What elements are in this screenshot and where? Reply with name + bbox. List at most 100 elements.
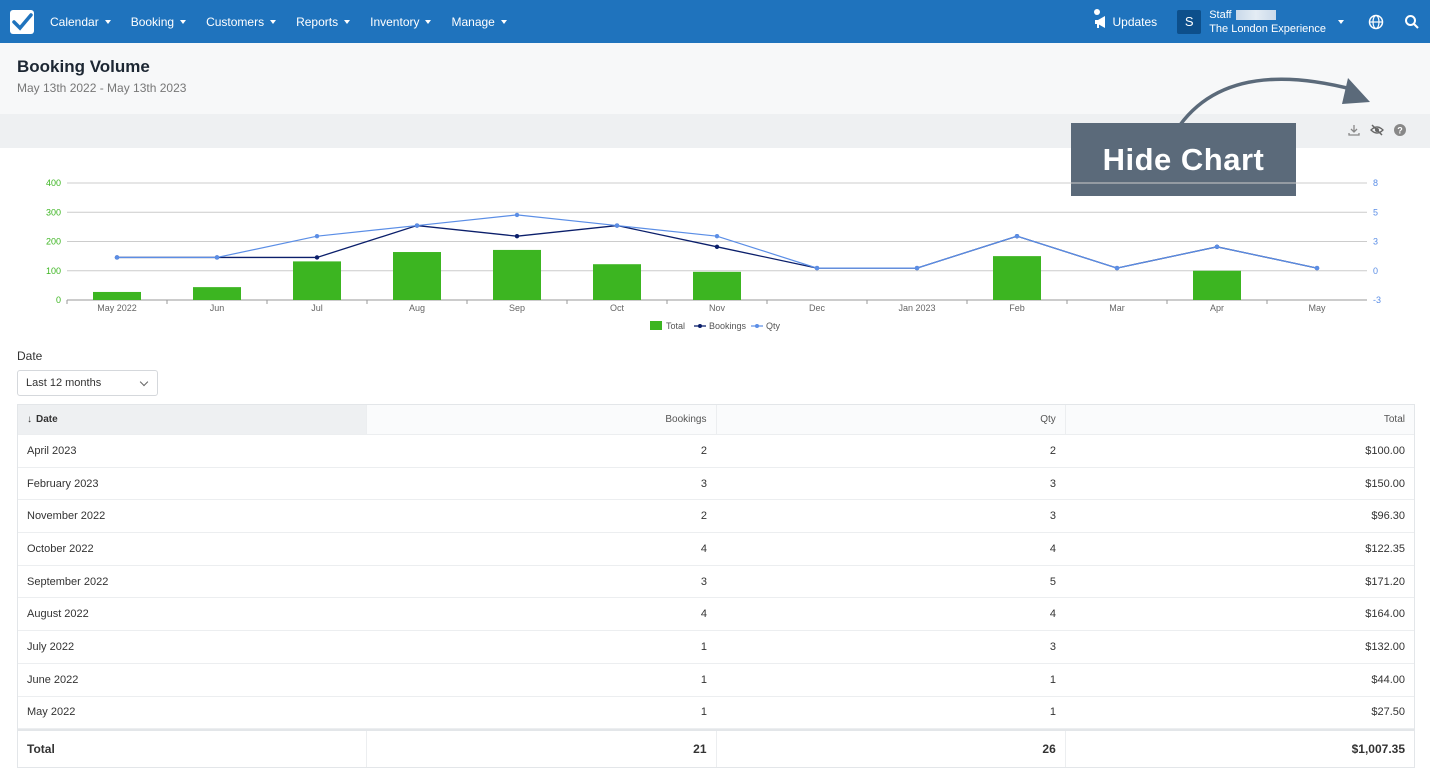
nav-label: Calendar [50, 14, 99, 29]
x-axis-tick: Aug [409, 303, 425, 313]
cell-bookings: 2 [700, 444, 707, 457]
cell-date: July 2022 [27, 640, 75, 653]
nav-label: Manage [451, 14, 495, 29]
x-axis-tick: Sep [509, 303, 525, 313]
nav-inventory[interactable]: Inventory [360, 0, 441, 43]
column-header-qty[interactable]: Qty [715, 405, 1065, 434]
point-bookings [714, 244, 720, 250]
total-amount: $1,007.35 [1064, 731, 1414, 768]
point-qty [1114, 265, 1120, 271]
bar-total [293, 261, 341, 300]
legend-label-total: Total [666, 321, 685, 331]
globe-icon[interactable] [1368, 14, 1384, 30]
nav-label: Booking [130, 14, 175, 29]
bar-total [693, 271, 741, 300]
avatar[interactable]: S [1177, 9, 1202, 34]
left-axis-tick: 200 [46, 237, 61, 247]
annotation-arrow [1178, 77, 1370, 127]
cell-qty: 1 [1049, 673, 1056, 686]
nav-booking[interactable]: Booking [121, 0, 196, 43]
column-header-bookings[interactable]: Bookings [366, 405, 715, 434]
hide-chart-icon[interactable] [1370, 123, 1384, 137]
chevron-down-icon [139, 377, 149, 387]
bar-total [193, 287, 241, 300]
point-qty [1314, 265, 1320, 271]
caret-down-icon[interactable] [1338, 19, 1344, 24]
left-axis-tick: 0 [56, 295, 61, 305]
right-axis-tick: 0 [1373, 266, 1378, 276]
nav-manage[interactable]: Manage [441, 0, 516, 43]
nav-customers[interactable]: Customers [196, 0, 286, 43]
right-axis-tick: -3 [1373, 295, 1381, 305]
column-header-date[interactable]: ↓ Date [18, 405, 367, 434]
cell-bookings: 4 [700, 542, 707, 555]
point-qty [814, 265, 820, 271]
left-axis-tick: 300 [46, 207, 61, 217]
cell-bookings: 1 [700, 640, 707, 653]
x-axis-tick: May [1308, 303, 1326, 313]
bar-total [593, 264, 641, 300]
cell-total: $100.00 [1365, 444, 1405, 457]
bar-total [493, 249, 541, 300]
cell-bookings: 4 [700, 608, 707, 621]
x-axis-tick: Dec [809, 303, 826, 313]
staff-menu[interactable]: Staff The London Experience [1209, 8, 1326, 36]
search-icon[interactable] [1404, 14, 1420, 30]
right-axis-tick: 3 [1373, 237, 1378, 247]
bar-total [93, 291, 141, 300]
legend-marker-qty [755, 324, 759, 328]
point-qty [214, 255, 220, 260]
cell-qty: 4 [1049, 608, 1056, 621]
x-axis-tick: Apr [1210, 303, 1224, 313]
caret-down-icon [500, 19, 507, 24]
cell-date: August 2022 [27, 608, 89, 621]
x-axis-tick: Jul [311, 303, 323, 313]
table-row: May 2022 1 1 $27.50 [18, 697, 1414, 730]
company-name: The London Experience [1209, 22, 1326, 35]
total-qty: 26 [715, 731, 1065, 768]
cell-total: $132.00 [1365, 640, 1405, 653]
right-axis-tick: 5 [1373, 207, 1378, 217]
point-qty [1014, 233, 1020, 239]
point-qty [714, 233, 720, 239]
x-axis-tick: Nov [709, 303, 726, 313]
nav-reports[interactable]: Reports [286, 0, 360, 43]
help-icon[interactable]: ? [1393, 123, 1407, 137]
cell-date: October 2022 [27, 542, 94, 555]
cell-total: $44.00 [1371, 673, 1405, 686]
updates-button[interactable]: Updates [1094, 8, 1158, 29]
svg-text:?: ? [1397, 126, 1403, 136]
cell-total: $164.00 [1365, 608, 1405, 621]
cell-bookings: 3 [700, 575, 707, 588]
download-icon[interactable] [1347, 123, 1361, 137]
booking-volume-chart: 400 300 200 100 0 8 5 3 0 -3 May 2022 Jun Jul Aug Sep O… [46, 178, 1381, 331]
cell-total: $27.50 [1371, 706, 1405, 719]
cell-bookings: 1 [700, 706, 707, 719]
table-total-row: Total 21 26 $1,007.35 [18, 729, 1414, 768]
page-title: Booking Volume [17, 57, 150, 76]
cell-date: February 2023 [27, 477, 99, 490]
booking-volume-table: ↓ Date Bookings Qty Total April 2023 2 2 $10… [17, 404, 1415, 769]
column-header-total[interactable]: Total [1064, 405, 1414, 434]
updates-label: Updates [1112, 14, 1158, 29]
point-qty [614, 223, 620, 228]
table-row: February 2023 3 3 $150.00 [18, 468, 1414, 501]
date-range-select[interactable]: Last 12 months [17, 370, 158, 396]
megaphone-icon [1095, 15, 1106, 28]
x-axis-tick: Oct [610, 303, 625, 313]
cell-bookings: 3 [700, 477, 707, 490]
x-axis-tick: May 2022 [97, 303, 137, 313]
table-row: July 2022 1 3 $132.00 [18, 631, 1414, 664]
x-axis-tick: Jun [210, 303, 225, 313]
app-logo[interactable] [10, 9, 34, 34]
point-qty [414, 223, 420, 228]
nav-label: Customers [206, 14, 265, 29]
nav-calendar[interactable]: Calendar [40, 0, 121, 43]
x-axis-tick: Feb [1009, 303, 1025, 313]
cell-total: $122.35 [1365, 542, 1405, 555]
cell-total: $150.00 [1365, 477, 1405, 490]
date-filter-label: Date [17, 349, 43, 363]
staff-label: Staff [1209, 8, 1232, 21]
caret-down-icon [104, 19, 111, 24]
cell-qty: 3 [1049, 640, 1056, 653]
